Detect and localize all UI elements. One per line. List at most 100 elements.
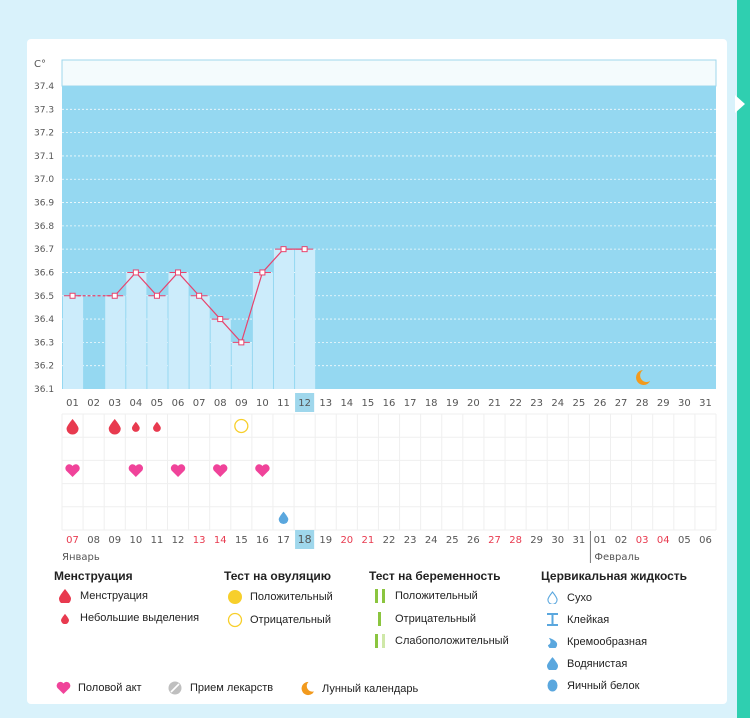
- day-label: 17: [404, 398, 417, 409]
- temperature-point: [69, 292, 76, 299]
- temperature-point: [196, 292, 203, 299]
- date-label: 17: [277, 535, 290, 546]
- date-label: 19: [319, 535, 332, 546]
- temperature-line-segment: [177, 272, 200, 297]
- menstruation-drop-icon: [108, 419, 121, 435]
- temperature-point: [132, 269, 139, 276]
- day-label: 10: [256, 398, 269, 409]
- temperature-line-segment: [198, 295, 221, 320]
- temperature-line-segment: [261, 248, 284, 273]
- y-tick-label: 37.1: [34, 152, 54, 162]
- day-label: 25: [573, 398, 586, 409]
- legend-cervical-sticky: Клейкая: [541, 613, 609, 626]
- empty-circle-icon: [224, 612, 246, 628]
- date-label: 16: [256, 535, 269, 546]
- temperature-line-segment: [240, 272, 263, 343]
- legend-pregnancy-positive: Положительный: [369, 589, 478, 603]
- date-label: 18: [298, 533, 312, 546]
- temperature-bar: [210, 319, 231, 389]
- heart-icon: [128, 464, 144, 477]
- y-tick-label: 37.4: [34, 82, 54, 92]
- temperature-point: [259, 269, 266, 276]
- temperature-bar: [63, 295, 84, 389]
- day-label: 24: [551, 398, 564, 409]
- light-discharge-drop-icon: [153, 421, 161, 432]
- light-discharge-drop-icon: [131, 421, 140, 432]
- date-label: 11: [151, 535, 164, 546]
- temperature-point: [301, 246, 308, 253]
- y-tick-label: 36.5: [34, 292, 54, 302]
- moon-icon: [636, 370, 651, 385]
- temperature-point: [280, 246, 287, 253]
- side-panel-strip: [737, 0, 750, 718]
- heart-icon: [170, 464, 186, 477]
- y-tick-label: 36.1: [34, 385, 54, 395]
- temperature-bar: [189, 295, 210, 389]
- plot-top-area: [61, 59, 717, 87]
- legend-medication: Прием лекарств: [164, 681, 273, 695]
- y-tick-label: 36.9: [34, 199, 54, 209]
- water-drop-icon: [541, 657, 563, 670]
- day-label: 31: [699, 398, 712, 409]
- day-label: 22: [509, 398, 522, 409]
- double-bar-icon: [369, 589, 391, 603]
- date-label: 20: [340, 535, 353, 546]
- legend-ovulation-negative: Отрицательный: [224, 612, 331, 628]
- small-drop-icon: [54, 613, 76, 624]
- ovulation-negative-icon: [234, 418, 249, 434]
- temperature-point: [238, 339, 245, 346]
- legend-cervical-eggwhite: Яичный белок: [541, 679, 639, 692]
- temperature-bar: [168, 272, 189, 389]
- date-label: 30: [551, 535, 564, 546]
- temperature-line-segment: [156, 272, 179, 297]
- temperature-bar: [295, 249, 316, 389]
- day-label: 08: [214, 398, 227, 409]
- day-label: 05: [151, 398, 164, 409]
- current-day-highlight: [295, 393, 315, 412]
- day-label: 14: [340, 398, 353, 409]
- date-label: 26: [467, 535, 480, 546]
- day-label: 01: [66, 398, 79, 409]
- legend-cervical-dry: Сухо: [541, 591, 592, 604]
- legend-pregnancy-title: Тест на беременность: [369, 569, 501, 583]
- month-january-label: Январь: [62, 552, 100, 563]
- date-label: 13: [193, 535, 206, 546]
- date-label: 28: [509, 535, 522, 546]
- day-label: 15: [362, 398, 375, 409]
- events-grid: [62, 414, 716, 530]
- date-label: 14: [214, 535, 227, 546]
- date-label: 25: [446, 535, 459, 546]
- y-tick-label: 36.4: [34, 315, 54, 325]
- watery-fluid-icon: [278, 511, 289, 524]
- y-tick-label: 36.2: [34, 362, 54, 372]
- day-label: 09: [235, 398, 248, 409]
- temperature-bar: [126, 272, 147, 389]
- menstruation-drop-icon: [66, 419, 79, 435]
- date-label: 12: [172, 535, 185, 546]
- heart-icon: [65, 464, 80, 477]
- date-label: 03: [636, 535, 649, 546]
- day-label: 26: [594, 398, 607, 409]
- pill-icon: [164, 681, 186, 695]
- date-label: 22: [383, 535, 396, 546]
- y-tick-label: 36.7: [34, 245, 54, 255]
- y-tick-label: 36.8: [34, 222, 54, 232]
- legend-moon: Лунный календарь: [296, 681, 418, 696]
- expand-arrow-icon[interactable]: [735, 95, 745, 113]
- y-tick-label: 37.0: [34, 175, 54, 185]
- day-label: 29: [657, 398, 670, 409]
- date-label: 21: [362, 535, 375, 546]
- day-label: 30: [678, 398, 691, 409]
- temperature-bar: [231, 342, 252, 389]
- legend-ovulation-title: Тест на овуляцию: [224, 569, 331, 583]
- date-label: 06: [699, 535, 712, 546]
- day-label: 23: [530, 398, 543, 409]
- day-label: 03: [108, 398, 121, 409]
- date-label: 09: [108, 535, 121, 546]
- day-label: 21: [488, 398, 501, 409]
- date-label: 29: [530, 535, 543, 546]
- heart-icon: [52, 681, 74, 694]
- temperature-point: [217, 316, 224, 323]
- legend-menstruation: Менструация: [54, 589, 148, 603]
